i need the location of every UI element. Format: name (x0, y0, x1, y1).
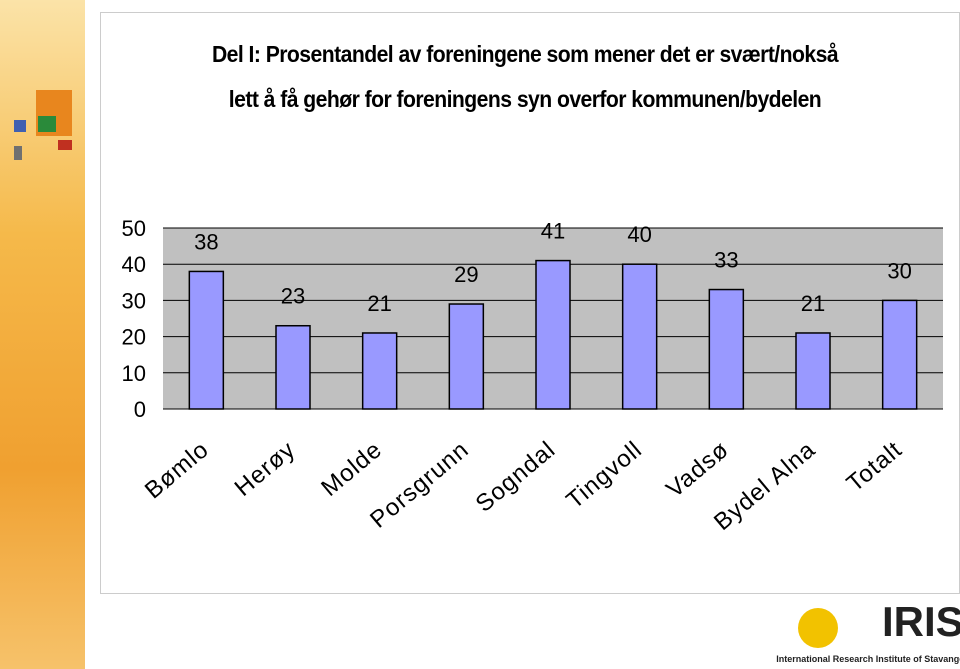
logo-mark (798, 608, 838, 648)
bar (881, 299, 918, 410)
y-tick-label: 50 (122, 216, 146, 241)
y-tick-label: 30 (122, 288, 146, 313)
decor (14, 120, 26, 132)
chart-title: Del I: Prosentandel av foreningene som m… (211, 41, 839, 112)
bar (535, 259, 571, 410)
value-label: 38 (194, 229, 218, 254)
value-label: 40 (627, 222, 651, 247)
y-tick-label: 0 (134, 397, 146, 422)
value-label: 21 (367, 291, 391, 316)
x-tick-label: Tingvoll (561, 436, 647, 514)
y-tick-label: 10 (122, 361, 146, 386)
bar (795, 332, 831, 410)
value-label: 33 (714, 248, 738, 273)
bar (448, 303, 485, 410)
value-label: 21 (801, 291, 825, 316)
decor (14, 146, 22, 160)
bar (361, 332, 398, 410)
decor-strip (0, 0, 85, 669)
x-tick-label: Bømlo (140, 436, 214, 504)
x-tick-label: Molde (316, 436, 387, 502)
x-tick-label: Totalt (842, 436, 908, 497)
y-tick-label: 20 (122, 325, 146, 350)
value-label: 41 (541, 219, 565, 244)
value-label: 29 (454, 262, 478, 287)
value-label: 30 (887, 258, 911, 283)
x-tick-label: Sogndal (471, 436, 561, 518)
bar (708, 288, 745, 410)
bar (188, 270, 225, 410)
decor (58, 140, 72, 150)
y-tick-label: 40 (122, 252, 146, 277)
bar (275, 324, 311, 410)
logo-tagline: International Research Institute of Stav… (776, 654, 960, 664)
x-tick-label: Herøy (230, 436, 301, 502)
bar (621, 263, 658, 410)
logo-name: IRIS (882, 598, 960, 645)
value-label: 23 (281, 284, 305, 309)
decor (38, 116, 56, 132)
x-tick-label: Vadsø (661, 436, 734, 503)
